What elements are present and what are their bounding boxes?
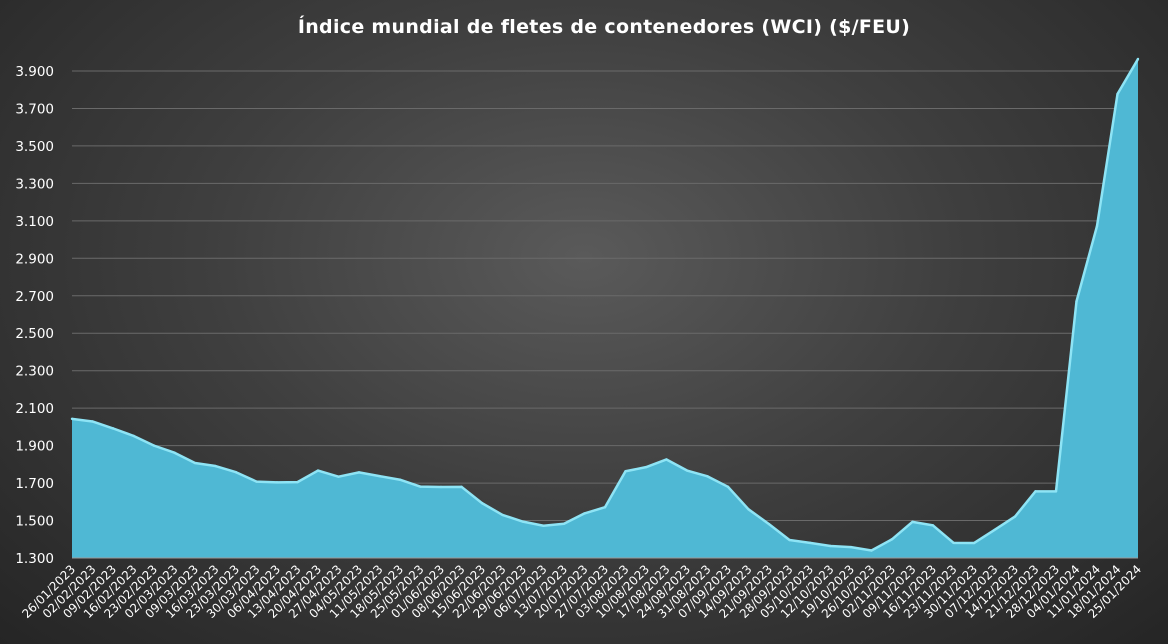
data-point bbox=[1013, 515, 1017, 518]
y-tick-label: 3.900 bbox=[15, 64, 54, 80]
data-point bbox=[152, 444, 156, 447]
data-point bbox=[337, 475, 340, 478]
data-point bbox=[624, 470, 627, 473]
data-point bbox=[562, 522, 566, 525]
data-point bbox=[706, 475, 709, 478]
y-tick-label: 1.700 bbox=[15, 476, 54, 492]
data-point bbox=[398, 478, 402, 481]
y-tick-label: 1.300 bbox=[15, 551, 54, 567]
data-point bbox=[460, 485, 463, 489]
data-point bbox=[870, 549, 873, 552]
y-tick-label: 2.300 bbox=[15, 364, 54, 380]
y-tick-label: 2.900 bbox=[15, 251, 54, 267]
data-point bbox=[480, 501, 484, 505]
data-point bbox=[972, 541, 976, 545]
y-tick-label: 2.500 bbox=[15, 326, 54, 342]
data-point bbox=[1116, 92, 1119, 96]
data-point bbox=[173, 451, 176, 454]
data-point bbox=[439, 485, 443, 489]
data-point bbox=[952, 541, 955, 545]
data-point bbox=[378, 474, 381, 478]
y-tick-label: 3.700 bbox=[15, 101, 54, 117]
data-point bbox=[275, 481, 279, 484]
data-point bbox=[911, 520, 914, 524]
y-tick-label: 2.100 bbox=[15, 401, 54, 417]
data-point bbox=[849, 545, 853, 549]
data-point bbox=[193, 461, 197, 465]
data-point bbox=[788, 538, 791, 542]
y-tick-label: 1.900 bbox=[15, 439, 54, 455]
data-point bbox=[296, 480, 299, 484]
data-point bbox=[1136, 57, 1140, 61]
y-tick-label: 2.700 bbox=[15, 289, 54, 305]
area-fill bbox=[72, 59, 1138, 558]
data-point bbox=[1075, 300, 1078, 303]
data-point bbox=[583, 512, 586, 515]
y-tick-label: 1.500 bbox=[15, 514, 54, 530]
data-point bbox=[357, 471, 361, 474]
data-point bbox=[931, 524, 935, 527]
data-point bbox=[767, 522, 771, 526]
data-point bbox=[890, 538, 894, 541]
data-point bbox=[603, 506, 607, 509]
data-point bbox=[316, 469, 320, 472]
data-point bbox=[501, 513, 504, 517]
data-point bbox=[132, 434, 135, 438]
y-tick-label: 3.100 bbox=[15, 214, 54, 230]
chart-title: Índice mundial de fletes de contenedores… bbox=[297, 16, 911, 38]
data-point bbox=[521, 520, 525, 523]
data-point bbox=[91, 420, 94, 423]
data-point bbox=[665, 458, 668, 461]
data-point bbox=[234, 471, 238, 474]
data-point bbox=[419, 485, 422, 488]
data-point bbox=[726, 485, 730, 489]
data-point bbox=[829, 544, 832, 548]
data-point bbox=[255, 480, 258, 483]
data-point bbox=[747, 508, 750, 511]
data-point bbox=[111, 427, 115, 430]
data-point bbox=[70, 417, 74, 421]
data-point bbox=[1054, 490, 1058, 493]
data-point bbox=[644, 465, 648, 469]
data-point bbox=[993, 528, 996, 532]
data-point bbox=[685, 469, 689, 472]
data-point bbox=[542, 524, 545, 527]
data-point bbox=[1034, 490, 1037, 493]
data-point bbox=[808, 541, 812, 545]
data-point bbox=[214, 464, 217, 468]
y-tick-label: 3.300 bbox=[15, 176, 54, 192]
y-tick-label: 3.500 bbox=[15, 139, 54, 155]
data-point bbox=[1095, 224, 1099, 228]
